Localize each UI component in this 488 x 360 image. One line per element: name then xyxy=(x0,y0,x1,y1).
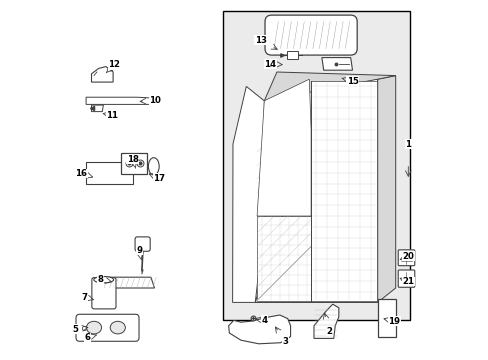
Polygon shape xyxy=(91,67,113,82)
Text: 12: 12 xyxy=(108,60,120,69)
Polygon shape xyxy=(91,105,103,112)
Text: 17: 17 xyxy=(153,174,165,183)
Polygon shape xyxy=(264,72,395,101)
Text: 8: 8 xyxy=(97,275,103,284)
Bar xyxy=(86,162,133,184)
Text: 16: 16 xyxy=(75,169,87,178)
PathPatch shape xyxy=(228,315,290,344)
Text: 18: 18 xyxy=(127,155,139,163)
Text: 11: 11 xyxy=(106,111,118,120)
Ellipse shape xyxy=(86,321,102,334)
Text: 5: 5 xyxy=(72,325,78,334)
Text: 3: 3 xyxy=(283,338,288,346)
Polygon shape xyxy=(257,79,310,216)
Polygon shape xyxy=(257,216,310,301)
Text: 21: 21 xyxy=(402,277,414,286)
FancyBboxPatch shape xyxy=(76,314,139,341)
Text: 1: 1 xyxy=(405,140,410,149)
FancyBboxPatch shape xyxy=(264,15,356,55)
Polygon shape xyxy=(377,299,395,337)
Text: 15: 15 xyxy=(346,77,358,86)
Ellipse shape xyxy=(94,276,113,283)
Polygon shape xyxy=(313,304,338,338)
Text: 4: 4 xyxy=(261,316,267,325)
Polygon shape xyxy=(86,97,151,104)
FancyBboxPatch shape xyxy=(135,237,150,251)
Text: 14: 14 xyxy=(264,60,276,69)
Ellipse shape xyxy=(148,158,159,175)
Text: 9: 9 xyxy=(136,246,142,255)
Text: 19: 19 xyxy=(387,317,400,325)
Text: 20: 20 xyxy=(402,252,414,261)
Bar xyxy=(121,153,147,174)
Polygon shape xyxy=(321,58,352,70)
Polygon shape xyxy=(286,51,297,59)
Bar xyxy=(223,11,409,320)
Polygon shape xyxy=(310,81,376,301)
Text: 13: 13 xyxy=(254,36,266,45)
Text: 6: 6 xyxy=(84,333,90,342)
Text: 7: 7 xyxy=(81,292,87,302)
FancyBboxPatch shape xyxy=(92,278,116,309)
Ellipse shape xyxy=(110,321,125,334)
FancyBboxPatch shape xyxy=(397,270,414,287)
FancyBboxPatch shape xyxy=(397,250,414,266)
Polygon shape xyxy=(255,79,377,302)
Polygon shape xyxy=(232,86,264,302)
Text: 2: 2 xyxy=(325,327,331,336)
Text: 10: 10 xyxy=(149,96,161,105)
Polygon shape xyxy=(377,76,395,302)
Polygon shape xyxy=(102,277,154,288)
